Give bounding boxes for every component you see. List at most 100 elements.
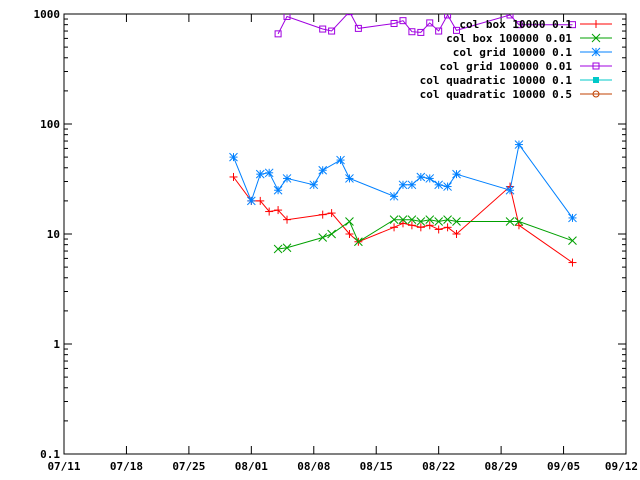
data-point <box>345 217 354 226</box>
data-point <box>568 21 576 29</box>
data-point <box>246 196 256 206</box>
legend-item: col quadratic 10000 0.5 <box>420 88 612 101</box>
data-point <box>345 174 354 183</box>
data-point <box>568 236 577 246</box>
y-tick-label: 100 <box>40 118 60 131</box>
data-point <box>426 19 434 27</box>
x-tick-label: 09/12 <box>605 460 638 473</box>
data-point <box>255 169 265 179</box>
legend-label: col grid 10000 0.1 <box>453 46 573 59</box>
x-tick-label: 07/18 <box>110 460 143 473</box>
data-point <box>505 185 515 195</box>
data-point <box>256 196 265 205</box>
series <box>229 140 577 223</box>
data-point <box>452 230 461 238</box>
x-tick-label: 08/01 <box>235 460 268 473</box>
x-axis: 07/11 07/18 07/25 08/01 08/08 08/15 08/22 08/29… <box>47 14 638 473</box>
data-point <box>327 209 336 218</box>
data-point <box>265 207 274 216</box>
data-point <box>274 30 282 38</box>
data-point <box>435 27 443 35</box>
data-point <box>328 27 336 35</box>
data-point <box>389 215 399 225</box>
y-tick-label: 10 <box>47 228 60 241</box>
data-point <box>229 172 238 181</box>
data-point <box>568 258 577 267</box>
data-point <box>444 14 452 19</box>
series-layer <box>229 14 577 267</box>
data-point <box>282 174 292 183</box>
legend-item: col grid 100000 0.01 <box>440 60 612 73</box>
legend-item: col box 100000 0.01 <box>446 32 612 45</box>
data-point <box>399 17 407 25</box>
data-point <box>416 223 425 232</box>
data-point <box>443 182 452 191</box>
data-point <box>407 221 416 230</box>
y-tick-label: 1 <box>53 338 60 351</box>
data-point <box>389 191 399 201</box>
x-tick-label: 08/15 <box>360 460 393 473</box>
x-tick-label: 07/25 <box>172 460 205 473</box>
legend-item: col grid 10000 0.1 <box>453 46 612 59</box>
data-point <box>514 217 524 226</box>
data-point <box>318 210 327 219</box>
data-point <box>318 165 328 175</box>
data-point <box>282 243 292 253</box>
data-point <box>514 221 523 230</box>
data-point <box>443 215 452 225</box>
plot-area <box>229 14 577 267</box>
data-point <box>274 206 283 215</box>
data-point <box>336 155 345 165</box>
data-point <box>273 185 283 195</box>
legend-label: col quadratic 10000 0.5 <box>420 88 572 101</box>
x-tick-label: 07/11 <box>47 460 80 473</box>
data-point <box>398 219 407 228</box>
data-point <box>283 14 291 20</box>
data-point <box>318 233 328 242</box>
y-tick-label: 1000 <box>34 8 61 21</box>
data-point <box>407 215 417 225</box>
data-point <box>453 26 461 34</box>
data-point <box>452 169 461 179</box>
data-point <box>229 152 238 162</box>
data-point <box>592 90 600 98</box>
data-point <box>390 19 398 27</box>
data-point <box>443 223 452 232</box>
y-tick-label: 0.1 <box>40 448 60 461</box>
series-line <box>278 219 573 250</box>
data-point <box>398 215 408 225</box>
data-point <box>505 217 515 226</box>
data-point <box>398 180 408 190</box>
data-point <box>309 180 319 190</box>
data-point <box>417 28 425 36</box>
series <box>274 14 576 38</box>
x-tick-label: 08/29 <box>485 460 518 473</box>
legend-item: col box 10000 0.1 <box>459 18 612 31</box>
data-point <box>407 180 417 190</box>
legend-item: col quadratic 10000 0.1 <box>420 74 612 87</box>
data-point <box>408 28 416 36</box>
x-tick-label: 08/22 <box>422 460 455 473</box>
data-point <box>591 47 601 57</box>
data-point <box>425 215 435 225</box>
data-point <box>354 237 363 247</box>
data-point <box>425 221 434 230</box>
data-point <box>273 244 283 254</box>
data-point <box>434 217 444 226</box>
legend-label: col box 100000 0.01 <box>446 32 572 45</box>
data-point <box>425 174 435 183</box>
data-point <box>345 230 354 238</box>
data-point <box>434 225 443 234</box>
data-point <box>506 14 514 19</box>
data-point <box>452 217 461 226</box>
data-point <box>514 140 524 149</box>
data-point <box>345 14 353 16</box>
legend-label: col grid 100000 0.01 <box>440 60 573 73</box>
data-point <box>592 20 600 28</box>
x-tick-label: 08/08 <box>297 460 330 473</box>
legend-label: col box 10000 0.1 <box>459 18 572 31</box>
data-point <box>593 77 599 83</box>
data-point <box>568 213 577 223</box>
